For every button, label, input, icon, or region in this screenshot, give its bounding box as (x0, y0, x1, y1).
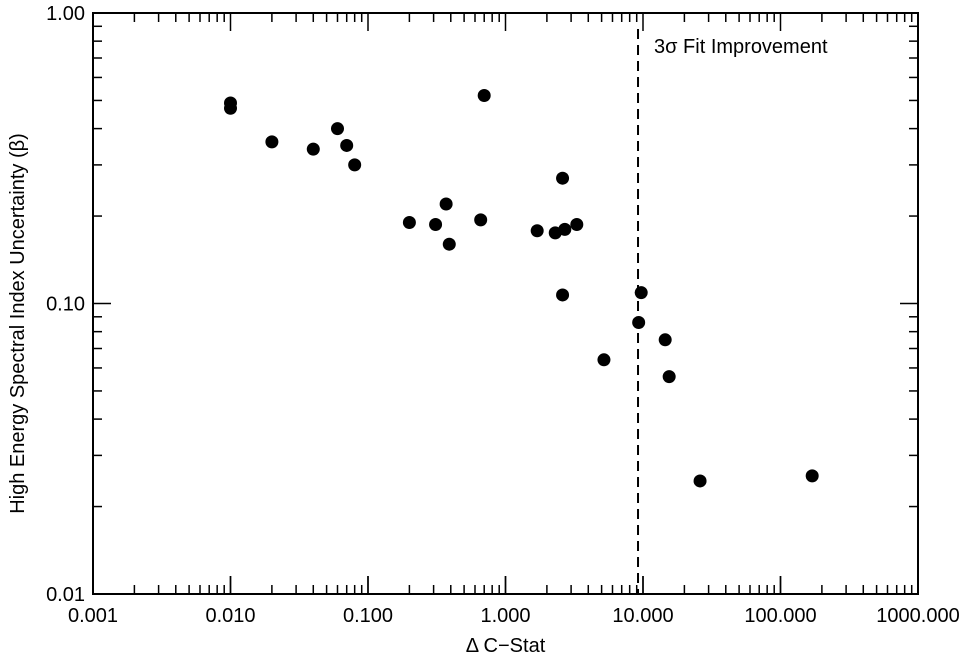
data-point (558, 222, 572, 236)
data-point (442, 237, 456, 251)
data-point (402, 216, 416, 230)
data-point (597, 353, 611, 367)
data-point (693, 474, 707, 488)
y-axis-label: High Energy Spectral Index Uncertainty (… (7, 133, 29, 514)
data-point (805, 469, 819, 483)
y-tick-label: 0.10 (46, 294, 85, 316)
data-point (634, 286, 648, 300)
data-point (330, 122, 344, 136)
data-point (632, 316, 646, 330)
data-point (348, 158, 362, 172)
x-tick-label: 0.100 (343, 605, 393, 627)
axis-tick-labels: 0.001 0.010 0.100 1.000 10.000 100.000 1000.00… (46, 3, 960, 627)
data-point (429, 218, 443, 232)
data-point (474, 213, 488, 227)
x-tick-label: 10.000 (612, 605, 673, 627)
data-point (224, 101, 237, 115)
data-point (265, 135, 279, 149)
data-point (439, 197, 453, 211)
data-point (556, 171, 570, 185)
data-points (224, 89, 819, 488)
data-point (662, 370, 676, 384)
y-tick-label: 0.01 (46, 584, 85, 606)
x-tick-label: 100.000 (744, 605, 816, 627)
data-point (530, 224, 544, 238)
data-point (570, 218, 584, 232)
data-point (477, 89, 491, 103)
data-point (340, 138, 354, 152)
x-tick-label: 1.000 (480, 605, 530, 627)
plot-frame (92, 12, 919, 595)
threshold-label: 3σ Fit Improvement (654, 36, 828, 58)
data-point (658, 333, 672, 347)
x-tick-label: 0.001 (68, 605, 118, 627)
x-axis-label: Δ C−Stat (466, 635, 546, 657)
data-point (306, 142, 320, 156)
x-tick-label: 1000.000 (876, 605, 959, 627)
axis-ticks (92, 13, 919, 595)
x-tick-label: 0.010 (205, 605, 255, 627)
data-point (556, 288, 570, 302)
y-tick-label: 1.00 (46, 3, 85, 25)
